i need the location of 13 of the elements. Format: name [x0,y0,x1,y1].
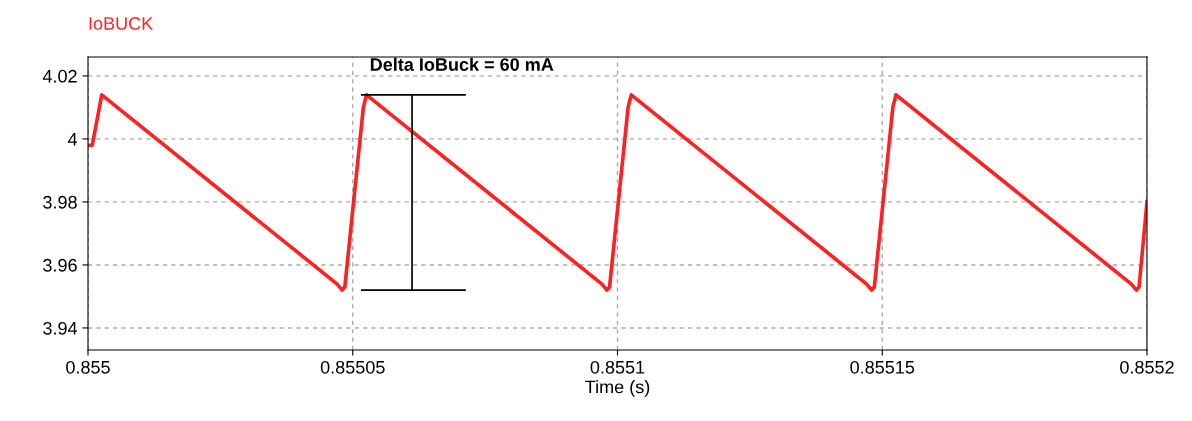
y-tick-label: 3.96 [43,258,77,272]
x-tick-label: 0.8552 [1120,360,1174,374]
y-tick-label: 3.98 [43,195,77,209]
x-axis-title: Time (s) [585,380,650,397]
y-tick-label: 4 [67,133,78,146]
x-tick-label: 0.85505 [320,360,385,374]
x-tick-label: 0.8551 [590,360,645,374]
y-tick-label: 4.02 [42,69,77,83]
y-tick-label: 3.94 [43,321,78,335]
annotation: Delta IoBuck = 60 mA [370,57,554,71]
x-tick-label: 0.85515 [850,360,915,374]
x-tick-label: 0.855 [66,360,110,374]
chart-title: IoBUCK [89,17,154,30]
